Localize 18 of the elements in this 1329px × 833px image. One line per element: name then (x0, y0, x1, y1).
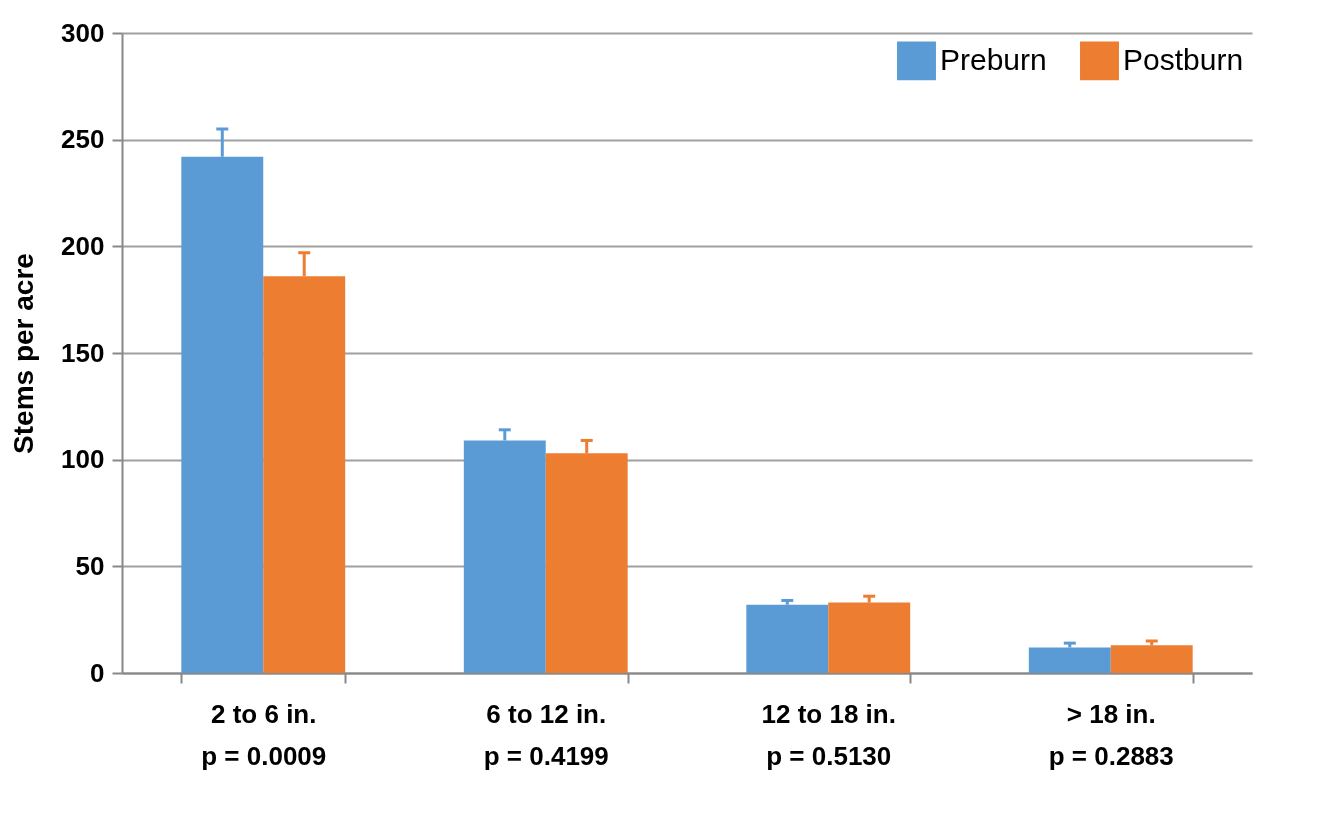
x-tick-label: 6 to 12 in. p = 0.4199 (483, 698, 609, 771)
y-tick-label: 0 (90, 657, 105, 688)
legend-label: Postburn (1123, 42, 1244, 76)
bar (828, 602, 911, 673)
x-tick-label: 2 to 6 in. p = 0.0009 (201, 698, 327, 771)
x-tick-label: 12 to 18 in. p = 0.5130 (761, 698, 896, 771)
x-tick-label: > 18 in. p = 0.2883 (1048, 698, 1174, 771)
y-tick-label: 100 (61, 444, 105, 475)
y-axis-title: Stems per acre (8, 253, 40, 454)
bar (1110, 645, 1193, 673)
y-tick-label: 250 (61, 124, 105, 155)
y-tick-label: 150 (61, 337, 105, 368)
y-tick-label: 200 (61, 230, 105, 261)
legend-label: Preburn (940, 42, 1047, 76)
y-tick-label: 300 (61, 17, 105, 48)
y-tick-label: 50 (75, 550, 105, 581)
bar (1028, 647, 1111, 673)
bar (746, 604, 829, 673)
